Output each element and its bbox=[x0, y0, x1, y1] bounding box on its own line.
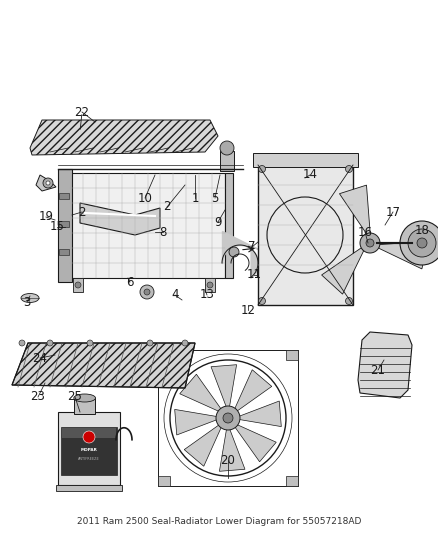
Bar bbox=[74, 398, 95, 414]
Text: 6: 6 bbox=[126, 276, 134, 288]
Circle shape bbox=[346, 166, 353, 173]
Circle shape bbox=[147, 340, 153, 346]
Text: 10: 10 bbox=[138, 191, 152, 205]
Circle shape bbox=[216, 406, 240, 430]
Circle shape bbox=[408, 229, 436, 257]
Circle shape bbox=[83, 431, 95, 443]
Circle shape bbox=[220, 141, 234, 155]
Text: 7: 7 bbox=[248, 240, 256, 254]
Bar bbox=[70, 173, 225, 278]
Circle shape bbox=[417, 238, 427, 248]
Bar bbox=[59, 249, 69, 255]
Circle shape bbox=[360, 233, 380, 253]
Bar bbox=[58, 169, 72, 282]
Bar bbox=[205, 278, 215, 292]
Bar bbox=[56, 485, 122, 491]
Circle shape bbox=[366, 239, 374, 247]
Bar bbox=[158, 350, 170, 360]
Text: MOPAR: MOPAR bbox=[81, 448, 97, 452]
Text: 2: 2 bbox=[78, 206, 86, 219]
Polygon shape bbox=[184, 424, 222, 466]
Text: 25: 25 bbox=[67, 391, 82, 403]
Text: 24: 24 bbox=[32, 351, 47, 365]
Polygon shape bbox=[238, 401, 281, 426]
Text: 4: 4 bbox=[171, 288, 179, 302]
Circle shape bbox=[258, 166, 265, 173]
Circle shape bbox=[87, 340, 93, 346]
Circle shape bbox=[75, 282, 81, 288]
Circle shape bbox=[140, 285, 154, 299]
Polygon shape bbox=[234, 370, 272, 412]
Circle shape bbox=[346, 297, 353, 304]
Text: 19: 19 bbox=[39, 211, 53, 223]
Bar bbox=[73, 278, 83, 292]
Bar bbox=[158, 476, 170, 486]
Bar bbox=[158, 350, 298, 486]
Circle shape bbox=[258, 297, 265, 304]
Polygon shape bbox=[36, 175, 56, 191]
Text: 17: 17 bbox=[385, 206, 400, 219]
Polygon shape bbox=[80, 203, 160, 235]
Text: 15: 15 bbox=[49, 221, 64, 233]
Polygon shape bbox=[175, 409, 218, 435]
Circle shape bbox=[144, 289, 150, 295]
Bar bbox=[286, 350, 298, 360]
Text: 8: 8 bbox=[159, 225, 167, 238]
Text: 2: 2 bbox=[163, 200, 171, 214]
Text: 11: 11 bbox=[247, 269, 261, 281]
Text: 5: 5 bbox=[211, 191, 219, 205]
Polygon shape bbox=[339, 185, 370, 233]
Polygon shape bbox=[321, 248, 364, 294]
Circle shape bbox=[229, 247, 239, 257]
Circle shape bbox=[19, 340, 25, 346]
Polygon shape bbox=[358, 332, 412, 398]
Bar bbox=[61, 427, 117, 475]
Circle shape bbox=[47, 340, 53, 346]
Text: 21: 21 bbox=[371, 364, 385, 376]
Text: ANTIFREEZE: ANTIFREEZE bbox=[78, 457, 100, 461]
Text: 13: 13 bbox=[200, 288, 215, 302]
Polygon shape bbox=[180, 374, 222, 412]
Bar bbox=[58, 412, 120, 485]
Circle shape bbox=[223, 413, 233, 423]
Circle shape bbox=[400, 221, 438, 265]
Bar bbox=[412, 238, 416, 248]
Bar bbox=[258, 165, 353, 305]
Text: 1: 1 bbox=[191, 191, 199, 205]
Text: 18: 18 bbox=[414, 223, 429, 237]
Text: 14: 14 bbox=[303, 168, 318, 182]
Bar bbox=[62, 428, 116, 438]
Bar bbox=[59, 221, 69, 227]
Text: 2011 Ram 2500 Seal-Radiator Lower Diagram for 55057218AD: 2011 Ram 2500 Seal-Radiator Lower Diagra… bbox=[77, 516, 361, 526]
Polygon shape bbox=[234, 424, 276, 462]
Ellipse shape bbox=[74, 394, 95, 402]
Bar bbox=[220, 151, 234, 171]
Text: 22: 22 bbox=[74, 106, 89, 118]
Bar bbox=[253, 153, 358, 167]
Polygon shape bbox=[211, 365, 237, 408]
Polygon shape bbox=[378, 241, 428, 269]
Circle shape bbox=[46, 181, 50, 185]
Text: 20: 20 bbox=[221, 454, 236, 466]
Circle shape bbox=[43, 178, 53, 188]
Bar bbox=[59, 193, 69, 199]
Circle shape bbox=[207, 282, 213, 288]
Text: 9: 9 bbox=[214, 215, 222, 229]
Bar bbox=[286, 476, 298, 486]
Ellipse shape bbox=[21, 294, 39, 303]
Text: 16: 16 bbox=[357, 225, 372, 238]
Polygon shape bbox=[12, 343, 195, 388]
Polygon shape bbox=[30, 120, 218, 155]
Polygon shape bbox=[219, 428, 245, 471]
Text: 12: 12 bbox=[240, 303, 255, 317]
Text: 3: 3 bbox=[23, 295, 31, 309]
Text: 23: 23 bbox=[31, 391, 46, 403]
Circle shape bbox=[182, 340, 188, 346]
Bar bbox=[225, 173, 233, 278]
